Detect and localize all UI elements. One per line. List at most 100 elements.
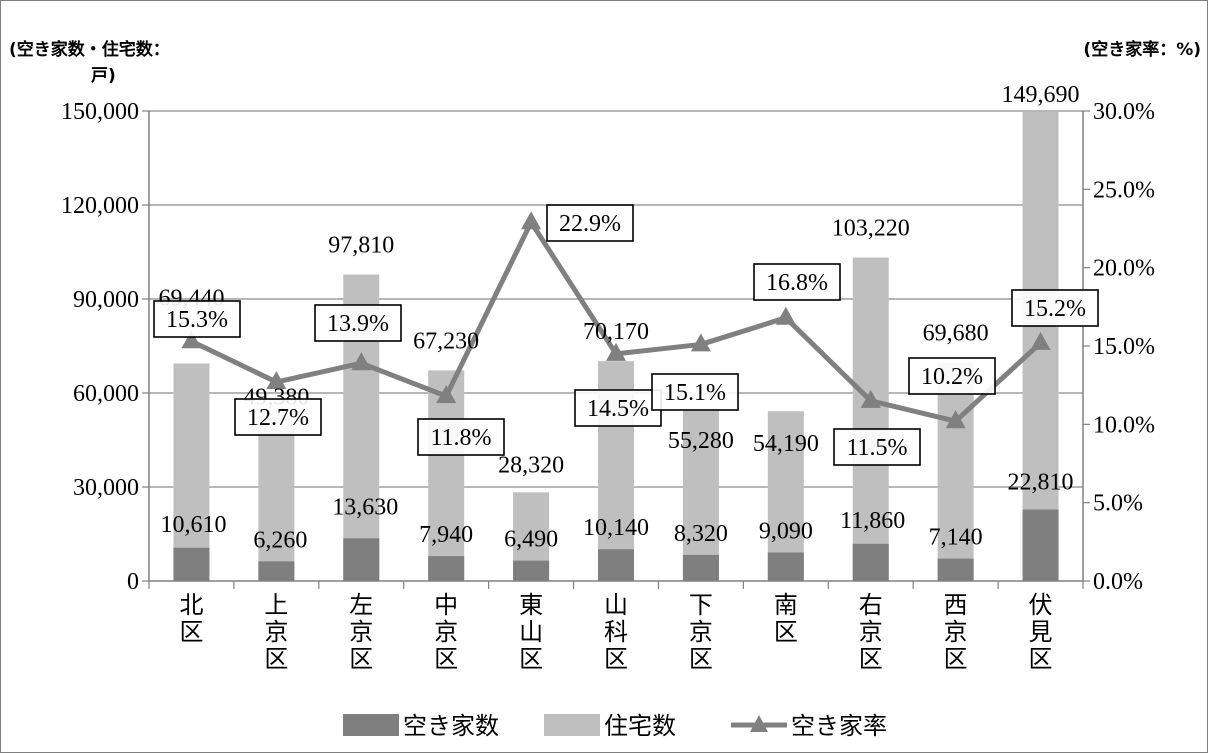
rate-label-box	[908, 357, 996, 395]
legend-label-rate: 空き家率	[791, 713, 887, 740]
category-label: 北	[179, 592, 203, 619]
right-tick-label: 10.0%	[1093, 412, 1155, 438]
bar-vacant	[343, 538, 380, 581]
housing-value-label: 54,190	[753, 431, 819, 457]
vacant-value-label: 6,490	[504, 527, 558, 553]
right-tick-label: 15.0%	[1093, 334, 1155, 360]
rate-marker	[1030, 331, 1051, 350]
vacant-value-label: 8,320	[674, 521, 728, 547]
housing-value-label: 103,220	[832, 216, 910, 242]
category-label: 区	[604, 647, 628, 673]
category-label: 見	[1029, 620, 1053, 646]
rate-label-box	[417, 418, 505, 456]
housing-value-label: 28,320	[498, 452, 564, 478]
category-label: 京	[689, 619, 713, 646]
legend-label-housing: 住宅数	[604, 713, 676, 740]
category-label: 京	[264, 619, 288, 646]
bar-vacant	[598, 549, 634, 581]
rate-value-label: 10.2%	[921, 364, 983, 390]
left-tick-label: 150,000	[61, 99, 139, 125]
housing-value-label: 97,810	[328, 233, 394, 259]
right-tick-label: 30.0%	[1093, 99, 1155, 125]
rate-label-box	[314, 304, 402, 342]
vacant-value-label: 11,860	[840, 508, 905, 534]
category-label: 京	[944, 619, 968, 646]
housing-value-label: 55,280	[668, 428, 734, 454]
rate-marker	[266, 371, 287, 390]
bar-vacant	[173, 547, 210, 581]
bar-vacant	[852, 543, 889, 581]
category-label: 京	[859, 619, 883, 646]
rate-label-box	[153, 300, 241, 338]
category-label: 山	[519, 619, 543, 646]
bar-vacant	[767, 552, 804, 581]
bar-vacant	[1022, 509, 1059, 581]
rate-value-label: 22.9%	[559, 211, 621, 237]
data-labels: 69,44049,38097,81067,23028,32070,17055,2…	[153, 82, 1099, 553]
bar-housing	[682, 407, 719, 581]
category-label: 右	[859, 592, 883, 619]
rate-label-box	[753, 263, 841, 301]
category-label: 区	[944, 647, 968, 673]
vacant-value-label: 10,140	[583, 515, 649, 541]
bar-vacant	[682, 554, 719, 581]
rate-marker	[181, 330, 202, 349]
rate-value-label: 16.8%	[766, 270, 828, 296]
vacant-value-label: 7,140	[929, 525, 983, 551]
right-tick-label: 25.0%	[1093, 177, 1155, 203]
left-tick-label: 120,000	[61, 193, 139, 219]
category-label: 南	[774, 592, 798, 619]
category-label: 科	[604, 619, 628, 646]
rate-label-box	[651, 373, 739, 411]
category-label: 京	[349, 619, 373, 646]
legend: 空き家数 住宅数 空き家率	[343, 713, 887, 740]
left-tick-label: 90,000	[73, 287, 139, 313]
category-label: 区	[774, 620, 798, 646]
rate-value-label: 15.2%	[1024, 296, 1086, 322]
bar-housing	[428, 370, 465, 581]
vacant-value-label: 6,260	[253, 527, 307, 553]
category-label: 西	[944, 593, 968, 619]
housing-value-label: 69,680	[923, 321, 989, 347]
legend-label-vacant: 空き家数	[403, 713, 499, 740]
bar-vacant	[258, 561, 295, 581]
category-label: 区	[1029, 647, 1053, 673]
rate-value-label: 12.7%	[247, 405, 309, 431]
category-label: 伏	[1029, 592, 1053, 619]
rate-marker	[945, 410, 966, 429]
rate-marker	[436, 385, 457, 404]
category-label: 左	[349, 592, 373, 619]
rate-value-label: 11.5%	[846, 435, 907, 461]
category-label: 東	[519, 592, 543, 619]
right-tick-label: 5.0%	[1093, 491, 1143, 517]
right-tick-label: 0.0%	[1093, 569, 1143, 595]
bar-housing	[937, 362, 974, 581]
category-label: 区	[264, 647, 288, 673]
bar-housing	[258, 426, 295, 581]
rate-marker	[775, 306, 796, 325]
right-axis-title: (空き家率：%)	[1083, 39, 1201, 60]
legend-swatch-vacant	[343, 714, 399, 736]
vacant-value-label: 10,610	[160, 512, 226, 538]
rate-marker	[606, 342, 626, 361]
rate-value-label: 15.1%	[664, 380, 726, 406]
bars	[173, 111, 1059, 581]
rate-marker	[351, 352, 372, 371]
category-label: 下	[689, 593, 713, 619]
category-label: 山	[604, 592, 628, 619]
vacant-value-label: 22,810	[1008, 470, 1074, 496]
left-tick-label: 30,000	[73, 475, 139, 501]
category-label: 区	[859, 647, 883, 673]
category-label: 区	[689, 647, 713, 673]
category-label: 上	[264, 592, 288, 619]
rate-label-box	[1011, 289, 1099, 327]
bar-housing	[852, 257, 889, 581]
category-label: 中	[434, 592, 458, 619]
bar-vacant	[937, 558, 974, 581]
vacant-value-label: 13,630	[332, 494, 398, 520]
rate-value-label: 15.3%	[166, 307, 228, 333]
left-tick-label: 60,000	[73, 381, 139, 407]
rate-value-label: 11.8%	[430, 425, 491, 451]
